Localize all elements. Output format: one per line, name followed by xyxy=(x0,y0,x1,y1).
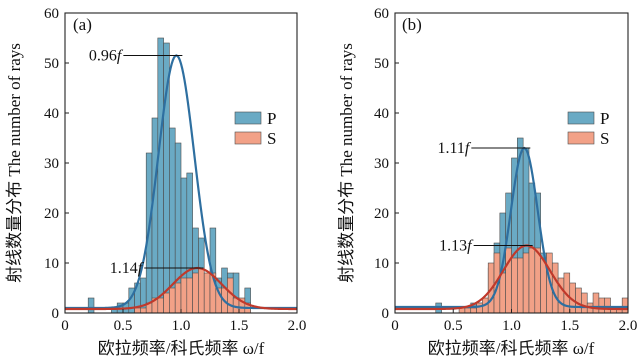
legend-label-P: P xyxy=(600,109,609,128)
legend-label-S: S xyxy=(267,129,276,148)
y-tick-label: 30 xyxy=(374,156,389,172)
annotation-symbol: f xyxy=(138,260,145,277)
y-axis-title: 射线数量分布 The number of rays xyxy=(5,43,24,283)
bar-S xyxy=(598,297,606,314)
series-S xyxy=(134,267,251,314)
x-tick-label: 2.0 xyxy=(619,318,638,334)
bar-S xyxy=(180,277,188,314)
y-axis-title: 射线数量分布 The number of rays xyxy=(337,43,356,283)
y-tick-label: 30 xyxy=(44,156,59,172)
y-tick-label: 50 xyxy=(374,56,389,72)
x-axis-title: 欧拉频率/科氏频率 ω/f xyxy=(98,339,265,358)
annotation-symbol: f xyxy=(465,140,472,157)
y-tick-label: 10 xyxy=(44,256,59,272)
x-tick-label: 1.5 xyxy=(560,318,579,334)
panel-label: (a) xyxy=(73,15,92,34)
legend: PS xyxy=(234,109,276,148)
bar-S xyxy=(470,307,477,314)
legend-label-P: P xyxy=(267,109,276,128)
bar-S xyxy=(534,247,541,314)
y-tick-label: 50 xyxy=(44,56,59,72)
bar-S xyxy=(198,267,205,314)
bar-P xyxy=(151,117,159,314)
annotation-value: 1.11 xyxy=(437,140,464,157)
y-tick-label: 0 xyxy=(52,306,60,322)
bar-S xyxy=(163,292,170,314)
x-tick-label: 0 xyxy=(61,318,69,334)
x-tick-label: 1.0 xyxy=(172,318,191,334)
bar-S xyxy=(140,307,147,314)
bar-S xyxy=(476,302,483,314)
x-tick-label: 2.0 xyxy=(288,318,307,334)
annotation-symbol: f xyxy=(467,238,474,255)
x-axis-title: 欧拉频率/科氏频率 ω/f xyxy=(428,339,595,358)
fit-curve-S xyxy=(395,244,629,311)
bar-S xyxy=(186,277,193,314)
bar-S xyxy=(499,272,506,314)
panel-label: (b) xyxy=(402,15,422,34)
bar-S xyxy=(169,287,176,314)
annotation-value: 0.96 xyxy=(89,48,117,65)
bar-S xyxy=(192,272,199,314)
bar-S xyxy=(157,297,164,314)
bar-S xyxy=(134,307,141,314)
annotation-value: 1.13 xyxy=(439,238,467,255)
y-tick-label: 0 xyxy=(382,306,390,322)
x-tick-label: 1.0 xyxy=(502,318,521,334)
bar-S xyxy=(528,247,536,314)
fit-curve-S xyxy=(65,266,297,311)
x-tick-label: 1.5 xyxy=(230,318,249,334)
legend: PS xyxy=(567,109,609,148)
annotation-label: 1.13f xyxy=(439,238,474,255)
annotation-label: 1.11f xyxy=(437,140,471,157)
bar-S xyxy=(511,257,518,314)
legend-swatch-S xyxy=(234,131,262,145)
bar-P xyxy=(157,37,164,314)
bar-P xyxy=(87,297,95,314)
bar-S xyxy=(464,307,472,314)
y-tick-label: 10 xyxy=(374,256,389,272)
x-tick-label: 0.5 xyxy=(114,318,133,334)
y-tick-label: 20 xyxy=(44,206,59,222)
x-tick-label: 0.5 xyxy=(444,318,463,334)
bar-S xyxy=(592,292,600,314)
legend-swatch-P xyxy=(234,111,262,125)
legend-swatch-P xyxy=(567,111,595,125)
y-tick-label: 20 xyxy=(374,206,389,222)
series-S xyxy=(458,247,629,314)
annotation-symbol: f xyxy=(117,48,124,65)
bar-S xyxy=(203,272,211,314)
bar-S xyxy=(174,282,182,314)
annotation-label: 0.96f xyxy=(89,48,124,65)
y-tick-label: 60 xyxy=(44,6,59,22)
y-tick-label: 40 xyxy=(374,106,389,122)
bar-S xyxy=(522,252,530,314)
bar-S xyxy=(575,287,582,314)
x-tick-label: 0 xyxy=(391,318,399,334)
bar-S xyxy=(551,262,559,314)
y-tick-label: 40 xyxy=(44,106,59,122)
bar-S xyxy=(581,292,588,314)
bar-S xyxy=(517,257,524,314)
legend-swatch-S xyxy=(567,131,595,145)
annotation-label: 1.14f xyxy=(110,260,145,277)
bar-S xyxy=(621,297,629,314)
bar-S xyxy=(604,297,611,314)
legend-label-S: S xyxy=(600,129,609,148)
annotation-value: 1.14 xyxy=(110,260,138,277)
y-tick-label: 60 xyxy=(374,6,389,22)
